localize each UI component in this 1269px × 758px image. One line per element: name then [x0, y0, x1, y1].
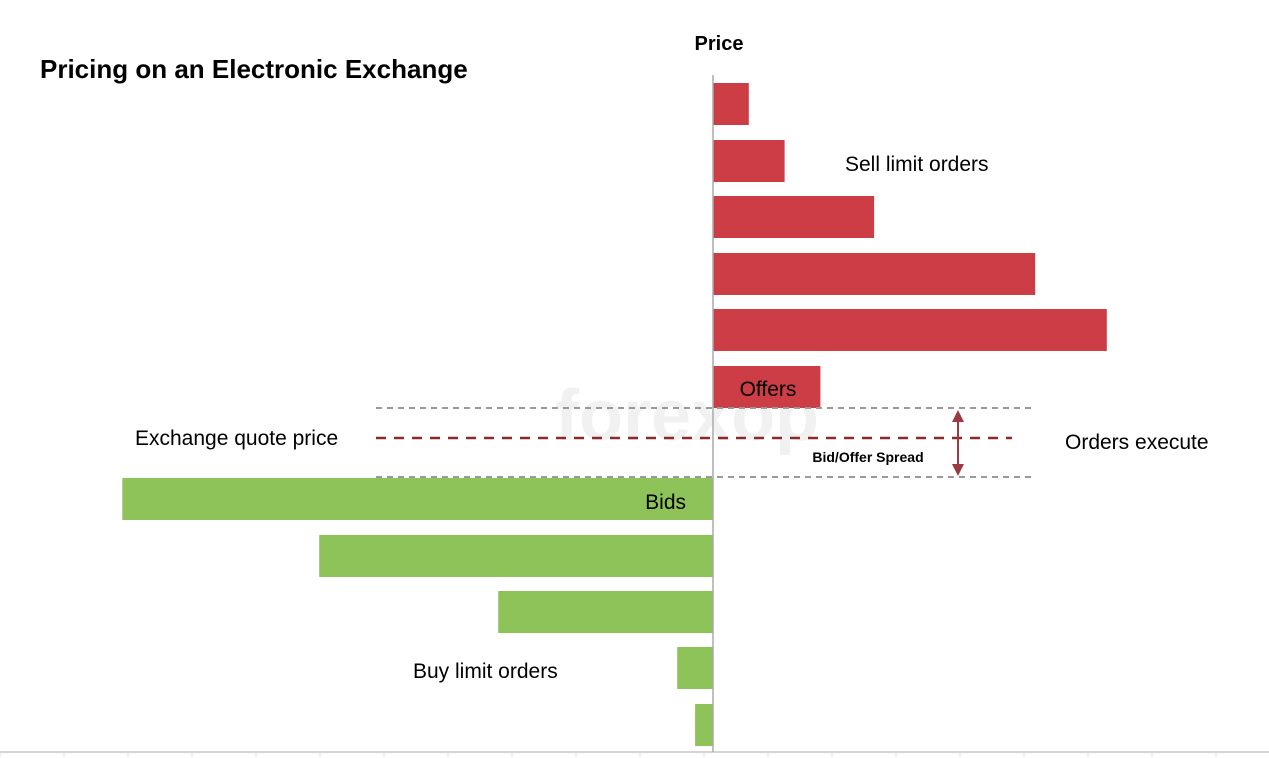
bids-label: Bids — [645, 491, 686, 514]
sell-bar — [713, 253, 1036, 295]
offers-label: Offers — [740, 378, 797, 401]
sell-bar — [713, 366, 821, 408]
buy-bar — [677, 647, 713, 689]
buy-bars — [122, 478, 714, 746]
sell-bar — [713, 140, 785, 182]
sell-bars — [713, 83, 1107, 408]
buy-bar — [122, 478, 714, 520]
quote-price-label: Exchange quote price — [135, 427, 338, 450]
sell-bar — [713, 196, 875, 238]
buy-bar — [695, 704, 713, 746]
spread-arrow — [952, 410, 964, 476]
baseline-ticks — [0, 752, 1217, 757]
sell-bar — [713, 309, 1107, 351]
buy-bar — [319, 535, 713, 577]
sell-bar — [713, 83, 749, 125]
price-axis-label: Price — [695, 33, 744, 55]
orders-execute-label: Orders execute — [1065, 431, 1209, 454]
buy-bar — [498, 591, 713, 633]
spread-label: Bid/Offer Spread — [812, 449, 923, 465]
buy-limit-orders-label: Buy limit orders — [413, 660, 558, 683]
sell-limit-orders-label: Sell limit orders — [845, 153, 989, 176]
chart-title: Pricing on an Electronic Exchange — [40, 54, 468, 84]
